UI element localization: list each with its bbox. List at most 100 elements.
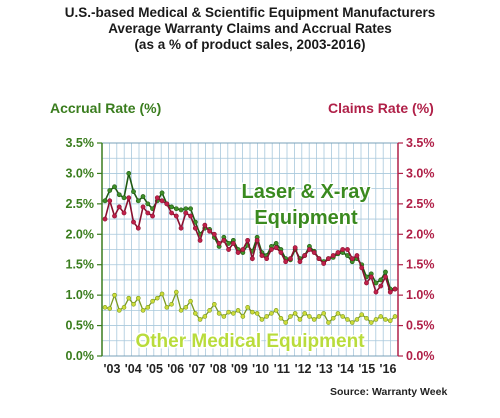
- data-point-other-medical: [316, 314, 322, 319]
- data-point-other-medical: [107, 306, 113, 311]
- data-point-laser-accrual: [178, 207, 184, 213]
- data-point-laser-claims: [254, 237, 260, 243]
- data-point-other-medical: [135, 295, 141, 301]
- data-point-laser-claims: [131, 219, 136, 225]
- x-tick-label: '03: [104, 362, 121, 376]
- x-tick-label: '05: [146, 362, 163, 376]
- data-point-laser-claims: [316, 256, 322, 262]
- chart-title-line-2: Average Warranty Claims and Accrual Rate…: [108, 21, 392, 36]
- data-point-laser-claims: [116, 204, 122, 210]
- data-point-laser-accrual: [121, 195, 127, 201]
- source-note: Source: Warranty Week: [330, 386, 448, 398]
- data-point-laser-claims: [340, 247, 346, 252]
- data-point-laser-accrual: [273, 241, 279, 246]
- data-point-other-medical: [383, 317, 388, 322]
- data-point-laser-accrual: [102, 198, 108, 204]
- data-point-laser-accrual: [131, 189, 136, 195]
- data-point-laser-claims: [164, 201, 170, 207]
- x-tick-label: '15: [358, 362, 375, 376]
- data-point-other-medical: [212, 301, 217, 307]
- left-tick-label: 2.0%: [66, 227, 95, 241]
- data-point-laser-claims: [330, 253, 336, 258]
- data-point-laser-claims: [335, 250, 341, 255]
- right-tick-label: 3.0%: [406, 166, 435, 180]
- data-point-other-medical: [169, 301, 174, 307]
- chart-title-line-1: U.S.-based Medical & Scientific Equipmen…: [64, 5, 436, 20]
- data-point-laser-claims: [288, 256, 293, 262]
- x-tick-label: '09: [231, 362, 248, 376]
- data-point-laser-claims: [326, 256, 331, 262]
- data-point-other-medical: [340, 314, 346, 319]
- data-point-other-medical: [145, 305, 151, 310]
- right-tick-label: 0.0%: [406, 349, 435, 363]
- data-point-other-medical: [102, 305, 108, 310]
- data-point-other-medical: [373, 317, 379, 322]
- data-point-laser-claims: [278, 250, 284, 255]
- data-point-other-medical: [226, 309, 231, 315]
- data-point-laser-claims: [368, 274, 374, 280]
- data-point-other-medical: [292, 311, 298, 316]
- data-point-other-medical: [368, 320, 374, 325]
- data-point-laser-claims: [197, 237, 203, 243]
- data-point-laser-accrual: [112, 184, 117, 190]
- left-tick-label: 0.0%: [66, 349, 95, 363]
- x-tick-label: '11: [274, 362, 290, 376]
- data-point-laser-accrual: [378, 277, 384, 283]
- data-point-other-medical: [359, 312, 365, 317]
- data-point-laser-accrual: [173, 206, 179, 212]
- data-point-laser-claims: [102, 216, 108, 222]
- data-point-other-medical: [202, 314, 208, 319]
- data-point-laser-accrual: [116, 192, 122, 198]
- annotation-equipment: Equipment: [254, 207, 358, 229]
- data-point-other-medical: [250, 309, 255, 315]
- data-point-laser-accrual: [345, 253, 350, 258]
- data-point-laser-claims: [292, 245, 298, 251]
- data-point-laser-accrual: [159, 190, 165, 196]
- data-point-other-medical: [121, 305, 127, 310]
- right-tick-label: 2.5%: [406, 197, 435, 211]
- x-tick-label: '14: [337, 362, 354, 376]
- data-point-other-medical: [150, 298, 155, 304]
- x-tick-label: '07: [188, 362, 205, 376]
- data-point-laser-claims: [359, 265, 365, 271]
- data-point-other-medical: [140, 308, 146, 313]
- right-tick-label: 0.5%: [406, 319, 435, 333]
- data-point-other-medical: [288, 314, 293, 319]
- data-point-laser-claims: [307, 247, 312, 252]
- data-point-laser-claims: [216, 241, 222, 246]
- x-tick-label: '12: [295, 362, 312, 376]
- data-point-laser-claims: [173, 213, 179, 219]
- data-point-laser-claims: [364, 280, 369, 286]
- data-point-other-medical: [259, 317, 265, 322]
- data-point-laser-claims: [311, 250, 317, 255]
- data-point-other-medical: [116, 308, 122, 313]
- x-tick-label: '16: [380, 362, 397, 376]
- x-tick-label: '04: [125, 362, 142, 376]
- annotation-laser-xray: Laser & X-ray: [242, 181, 372, 203]
- data-point-laser-claims: [178, 225, 184, 231]
- data-point-laser-claims: [321, 261, 327, 266]
- data-point-other-medical: [354, 317, 360, 322]
- data-point-other-medical: [131, 301, 136, 307]
- x-tick-label: '08: [210, 362, 227, 376]
- data-point-other-medical: [235, 308, 241, 313]
- data-point-other-medical: [302, 311, 307, 316]
- data-point-laser-claims: [273, 245, 279, 251]
- data-point-other-medical: [154, 295, 160, 301]
- left-axis-title: Accrual Rate (%): [50, 100, 162, 116]
- data-point-other-medical: [326, 320, 331, 325]
- x-tick-label: '10: [252, 362, 269, 376]
- data-point-laser-claims: [240, 247, 246, 252]
- data-point-laser-accrual: [145, 201, 151, 207]
- left-tick-label: 3.5%: [66, 136, 95, 150]
- data-point-laser-claims: [150, 213, 155, 219]
- data-point-other-medical: [197, 317, 203, 322]
- data-point-laser-claims: [183, 210, 189, 216]
- data-point-laser-claims: [230, 241, 236, 246]
- data-point-other-medical: [231, 311, 236, 316]
- data-point-laser-claims: [345, 247, 350, 252]
- chart-title-line-3: (as a % of product sales, 2003-2016): [134, 37, 366, 52]
- data-point-laser-accrual: [107, 188, 113, 193]
- data-point-other-medical: [159, 291, 165, 297]
